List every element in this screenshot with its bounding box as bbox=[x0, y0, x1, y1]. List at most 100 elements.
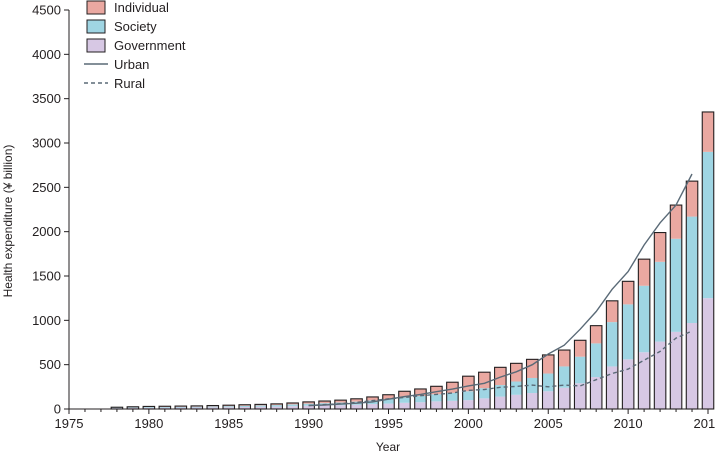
x-tick-label-1990: 1990 bbox=[294, 416, 323, 431]
bar-government-2010 bbox=[622, 359, 634, 409]
bar-individual-2012 bbox=[654, 232, 666, 262]
bar-society-1978 bbox=[111, 407, 123, 409]
bar-society-2001 bbox=[478, 388, 491, 399]
legend-label-society: Society bbox=[114, 19, 157, 34]
x-tick-label-2000: 2000 bbox=[454, 416, 483, 431]
bar-society-1986 bbox=[238, 405, 251, 407]
y-tick-label-4000: 4000 bbox=[32, 47, 61, 62]
bar-individual-1990 bbox=[302, 401, 315, 404]
bar-government-1992 bbox=[334, 405, 347, 409]
bar-society-2013 bbox=[670, 238, 682, 332]
bar-government-1999 bbox=[446, 400, 459, 409]
bar-government-2011 bbox=[638, 352, 650, 409]
bar-government-1995 bbox=[382, 403, 395, 409]
x-tick-label-1985: 1985 bbox=[214, 416, 243, 431]
bar-individual-1993 bbox=[350, 398, 363, 402]
bar-society-2009 bbox=[606, 322, 618, 367]
bar-individual-2010 bbox=[622, 281, 634, 305]
bar-government-1988 bbox=[270, 406, 283, 409]
legend-label-rural: Rural bbox=[114, 76, 145, 91]
bar-individual-2014 bbox=[686, 181, 698, 217]
axes: 1975 1980 1985 1990 1995 2000 2005 2010 2015 0 500… bbox=[32, 3, 715, 432]
bar-society-1999 bbox=[446, 392, 459, 401]
bar-government-2003 bbox=[510, 394, 523, 409]
bar-government-2007 bbox=[574, 383, 586, 409]
bar-individual-1998 bbox=[430, 386, 443, 395]
bar-individual-1988 bbox=[270, 403, 283, 406]
bar-society-1982 bbox=[175, 406, 187, 408]
bar-government-1983 bbox=[191, 407, 203, 409]
bar-government-2014 bbox=[686, 322, 698, 409]
legend-swatch-society bbox=[86, 19, 106, 34]
bar-society-1998 bbox=[430, 394, 443, 402]
x-tick-label-2005: 2005 bbox=[534, 416, 563, 431]
line-urban bbox=[308, 173, 693, 407]
legend-label-government: Government bbox=[114, 38, 186, 53]
bar-government-1985 bbox=[223, 407, 235, 409]
trend-lines bbox=[308, 173, 693, 407]
y-tick-label-3000: 3000 bbox=[32, 136, 61, 151]
bar-individual-2004 bbox=[526, 359, 539, 378]
bar-individual-1996 bbox=[398, 391, 411, 398]
x-tick-label-2015: 2015 bbox=[694, 416, 715, 431]
bar-individual-2008 bbox=[590, 325, 602, 344]
bar-society-2006 bbox=[558, 366, 570, 388]
bar-society-1997 bbox=[414, 396, 427, 403]
bar-government-1981 bbox=[159, 407, 171, 409]
bar-government-1987 bbox=[254, 406, 267, 409]
bar-government-2004 bbox=[526, 393, 539, 409]
x-tick-label-1975: 1975 bbox=[55, 416, 84, 431]
bar-government-1993 bbox=[350, 404, 363, 409]
bar-government-1997 bbox=[414, 402, 427, 409]
bar-individual-2000 bbox=[462, 376, 475, 392]
bar-society-2000 bbox=[462, 391, 475, 401]
bar-society-2014 bbox=[686, 216, 698, 323]
x-tick-label-2010: 2010 bbox=[614, 416, 643, 431]
bar-society-1987 bbox=[254, 405, 267, 407]
bar-government-1984 bbox=[207, 407, 219, 409]
bar-individual-2015 bbox=[702, 111, 714, 152]
bar-individual-2013 bbox=[670, 205, 682, 239]
bar-government-2006 bbox=[558, 387, 570, 409]
bar-society-1990 bbox=[302, 403, 315, 406]
y-axis-title: Health expenditure (¥ billion) bbox=[1, 145, 15, 298]
bar-individual-2001 bbox=[478, 372, 491, 389]
bar-individual-1992 bbox=[334, 400, 347, 403]
bar-individual-1991 bbox=[318, 401, 331, 404]
bar-individual-1989 bbox=[286, 402, 299, 405]
x-axis-title: Year bbox=[376, 440, 400, 454]
y-tick-label-500: 500 bbox=[39, 357, 61, 372]
bar-society-2010 bbox=[622, 304, 634, 360]
bar-government-2000 bbox=[462, 400, 475, 409]
bar-society-1996 bbox=[398, 397, 411, 403]
bar-society-1985 bbox=[223, 406, 235, 408]
legend-swatch-individual bbox=[86, 0, 106, 15]
bar-society-2015 bbox=[702, 151, 714, 299]
bar-society-1989 bbox=[286, 404, 299, 407]
bar-individual-2007 bbox=[574, 340, 586, 357]
bar-individual-1999 bbox=[446, 382, 459, 393]
bar-society-1980 bbox=[143, 407, 155, 408]
bar-individual-2002 bbox=[494, 367, 507, 386]
bar-society-1981 bbox=[159, 406, 171, 408]
y-tick-label-1500: 1500 bbox=[32, 269, 61, 284]
bar-society-2003 bbox=[510, 381, 523, 395]
bar-government-2015 bbox=[702, 298, 714, 409]
bar-society-2005 bbox=[542, 373, 554, 392]
bar-individual-2005 bbox=[542, 354, 554, 374]
y-tick-label-0: 0 bbox=[54, 402, 61, 417]
bar-government-2013 bbox=[670, 331, 682, 409]
legend: Individual Society Government Urban Rural bbox=[84, 0, 186, 91]
bar-individual-2006 bbox=[558, 350, 570, 367]
y-tick-label-1000: 1000 bbox=[32, 313, 61, 328]
line-rural bbox=[308, 330, 693, 407]
legend-swatch-government bbox=[86, 38, 106, 53]
bar-government-2002 bbox=[494, 396, 507, 409]
bar-society-2012 bbox=[654, 261, 666, 342]
y-tick-label-3500: 3500 bbox=[32, 91, 61, 106]
bar-society-1979 bbox=[127, 407, 139, 408]
legend-label-individual: Individual bbox=[114, 0, 169, 15]
bar-society-2007 bbox=[574, 356, 586, 384]
bar-society-2011 bbox=[638, 285, 650, 353]
